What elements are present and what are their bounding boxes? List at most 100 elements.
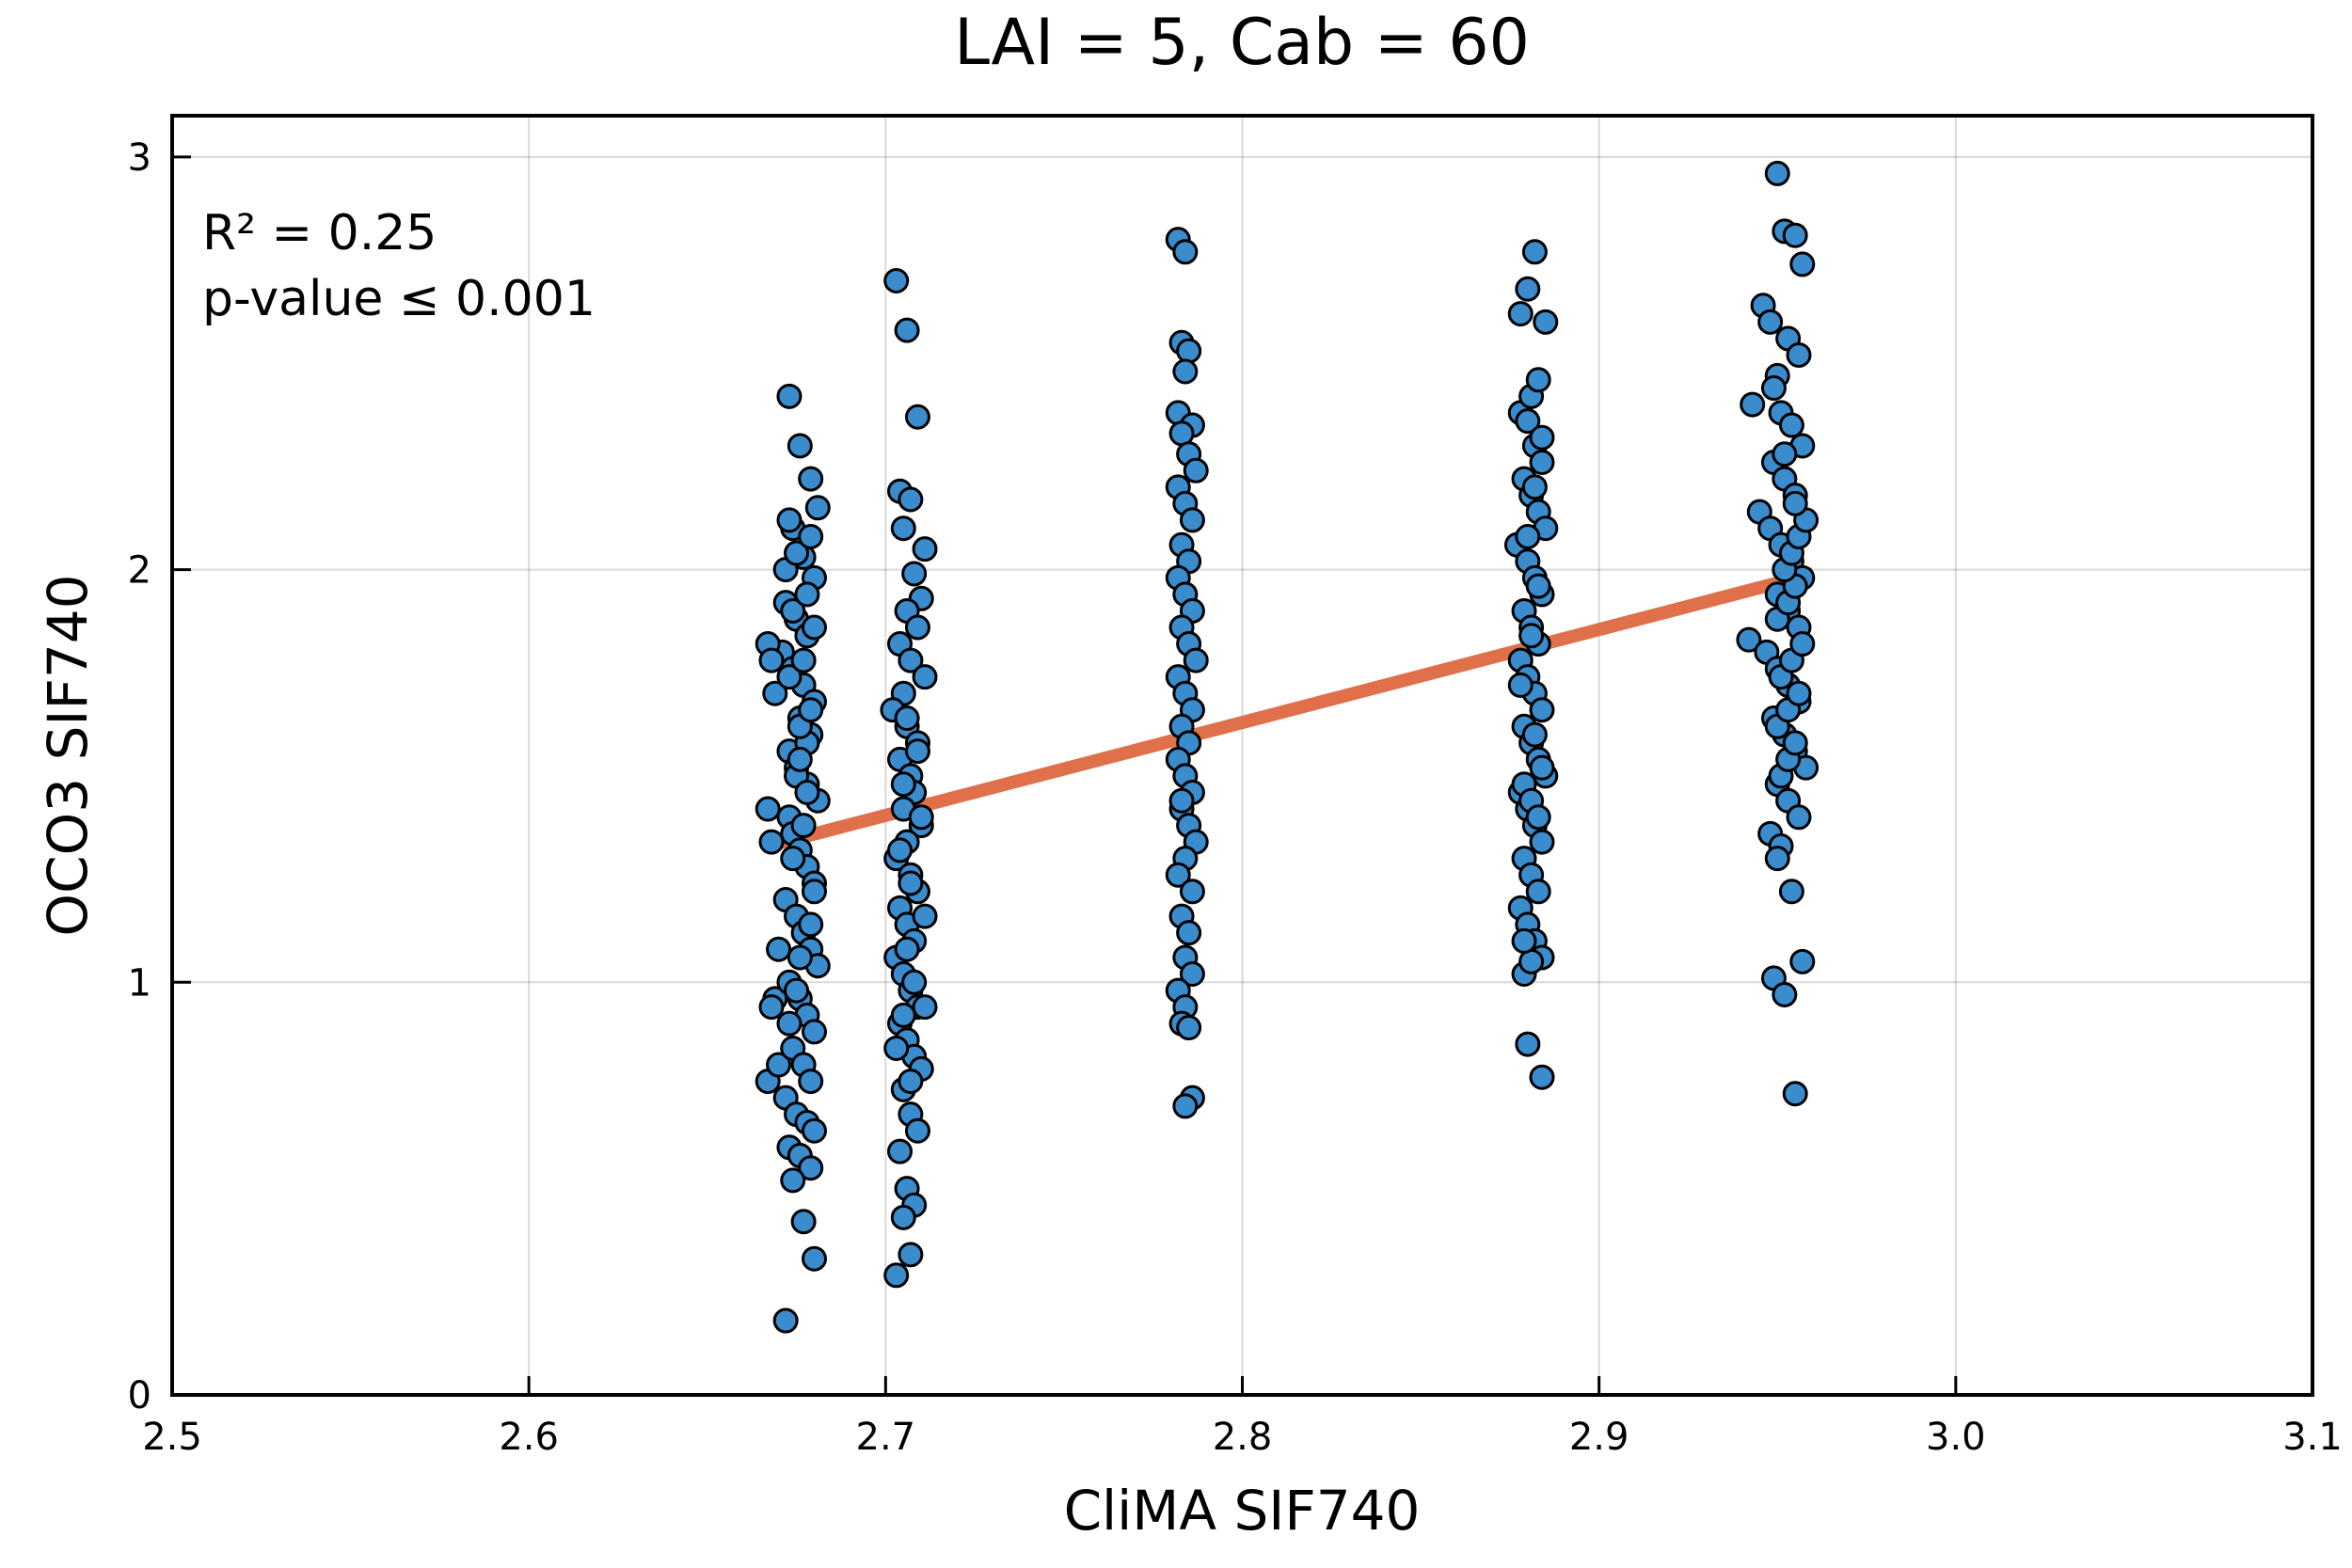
regression-line — [766, 567, 1815, 853]
data-point — [1764, 846, 1790, 872]
data-point — [1518, 948, 1545, 974]
data-point — [1172, 239, 1199, 265]
data-point — [1521, 721, 1548, 748]
data-point — [887, 1138, 913, 1164]
data-point — [901, 561, 928, 587]
data-point — [898, 1242, 924, 1268]
data-point — [772, 1307, 799, 1334]
data-point — [1521, 239, 1548, 265]
y-tick-label: 0 — [128, 1374, 151, 1418]
data-point — [1521, 474, 1548, 500]
data-point — [1778, 879, 1804, 905]
x-tick-label: 2.6 — [499, 1416, 559, 1459]
x-tick-label: 2.9 — [1569, 1416, 1629, 1459]
data-point — [1789, 631, 1816, 657]
data-point — [901, 969, 928, 995]
data-point — [790, 647, 817, 673]
data-point — [890, 771, 916, 798]
data-point — [1772, 981, 1798, 1007]
data-point — [1176, 1015, 1202, 1041]
data-point — [912, 664, 938, 690]
data-point — [1782, 730, 1808, 756]
data-point — [766, 1052, 792, 1078]
data-point — [904, 614, 930, 641]
data-point — [790, 813, 817, 839]
data-point — [794, 779, 820, 805]
data-point — [1789, 251, 1816, 277]
data-point — [894, 317, 920, 343]
data-point — [1782, 1081, 1808, 1107]
chart-title: LAI = 5, Cab = 60 — [954, 6, 1530, 80]
grid-layer — [172, 116, 2312, 1395]
data-point — [1533, 309, 1559, 335]
data-point — [1525, 879, 1551, 905]
data-point — [784, 540, 810, 566]
data-point — [883, 267, 910, 293]
data-point — [1176, 920, 1202, 946]
data-point — [1515, 523, 1541, 549]
data-point — [758, 994, 785, 1021]
data-point — [1740, 391, 1766, 418]
data-point — [1183, 647, 1209, 673]
data-point — [787, 433, 813, 459]
x-axis-label: CliMA SIF740 — [1064, 1479, 1421, 1543]
x-tick-label: 2.8 — [1213, 1416, 1273, 1459]
data-point — [1786, 804, 1812, 831]
data-point — [802, 1117, 827, 1144]
data-point — [1172, 1093, 1199, 1119]
data-point — [780, 1167, 806, 1194]
data-point — [1179, 879, 1205, 905]
data-point — [912, 536, 938, 562]
data-point — [802, 1019, 827, 1045]
data-point — [1511, 927, 1537, 954]
data-point — [904, 404, 930, 430]
data-point — [758, 647, 785, 673]
data-point — [1168, 787, 1195, 814]
data-point — [1789, 948, 1816, 974]
r-squared-annotation: R² = 0.25 — [202, 205, 437, 261]
y-axis-label: OCO3 SIF740 — [36, 574, 100, 936]
data-point — [1782, 490, 1808, 516]
data-point — [766, 936, 792, 962]
data-point — [802, 879, 827, 905]
data-point — [1529, 754, 1555, 781]
data-point — [804, 495, 831, 521]
data-point — [780, 597, 806, 624]
data-point — [784, 977, 810, 1004]
data-point — [798, 523, 824, 549]
data-point — [794, 581, 820, 608]
data-point — [776, 1010, 803, 1037]
data-point — [898, 1069, 924, 1095]
data-point — [1507, 301, 1534, 327]
data-point — [1529, 450, 1555, 476]
data-point — [758, 829, 785, 855]
data-point — [1179, 507, 1205, 533]
data-point — [894, 936, 920, 962]
data-point — [1515, 1031, 1541, 1057]
data-point — [1736, 626, 1762, 653]
data-point — [798, 911, 824, 938]
data-point — [887, 837, 913, 863]
x-tick-label: 2.5 — [142, 1416, 202, 1459]
data-point — [1507, 672, 1534, 698]
data-point — [798, 697, 824, 723]
data-point — [1529, 829, 1555, 855]
data-point — [1525, 573, 1551, 599]
data-point — [898, 870, 924, 896]
fit-line-layer — [766, 567, 1815, 853]
p-value-annotation: p-value ≤ 0.001 — [202, 271, 596, 327]
data-point — [1778, 412, 1804, 438]
data-point — [1179, 961, 1205, 988]
data-point — [1515, 408, 1541, 435]
data-point — [883, 1035, 910, 1061]
data-point — [787, 944, 813, 971]
x-tick-label: 3.0 — [1926, 1416, 1986, 1459]
data-point — [1786, 341, 1812, 368]
data-point — [1757, 309, 1784, 335]
data-point — [898, 486, 924, 513]
data-point — [1525, 367, 1551, 393]
data-point — [1165, 862, 1191, 888]
data-point — [890, 1204, 916, 1230]
data-point — [1525, 804, 1551, 831]
point-layer — [755, 160, 1820, 1334]
